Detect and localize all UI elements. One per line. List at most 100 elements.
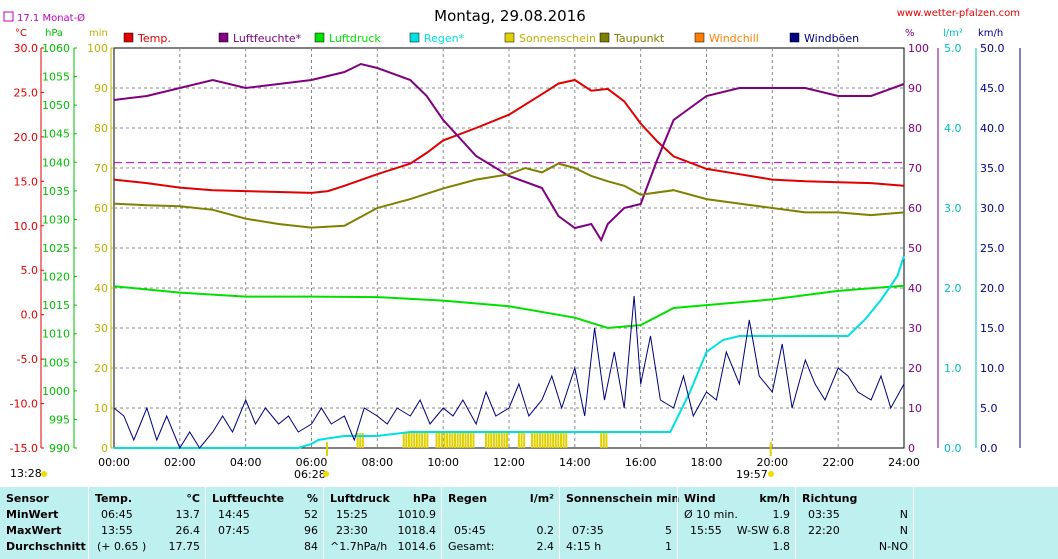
col-temp: Temp. °C 06:45 13.7 13:55 26.4 (+ 0.65 )… [88, 487, 206, 559]
sunshine-bar [405, 433, 408, 448]
temp-min: 13.7 [175, 508, 201, 521]
sunshine-bar [423, 433, 426, 448]
hdr-hum-unit: % [306, 492, 318, 505]
sunshine-bar [506, 433, 509, 448]
legend-swatch [218, 32, 229, 43]
sunshine-bar [407, 433, 410, 448]
sunshine-bar [500, 433, 503, 448]
press-avg: 1014.6 [397, 540, 437, 553]
series-line-temp [113, 78, 905, 194]
wind-tick-label: 30.0 [980, 202, 1005, 215]
temp-avg: 17.75 [168, 540, 201, 553]
temp-tick-label: 15.0 [14, 175, 39, 188]
hdr-sensor: Sensor [6, 492, 49, 505]
hdr-wind-unit: km/h [759, 492, 790, 505]
legend-swatch [409, 32, 420, 43]
site-link[interactable]: www.wetter-pfalzen.com [897, 8, 1020, 19]
legend-swatch [123, 32, 134, 43]
sunshine-bar [469, 433, 472, 448]
pressure-tick-label: 1025 [42, 242, 70, 255]
hum-max-time: 07:45 [218, 524, 250, 537]
x-tick-label: 24:00 [888, 456, 920, 469]
sunshine-bar [549, 433, 552, 448]
humidity-tick-label: 100 [908, 42, 929, 55]
press-max: 1018.4 [397, 524, 437, 537]
monthly-avg-marker-icon [3, 11, 14, 22]
sunshine-bar [438, 433, 441, 448]
sun-tick-label: 70 [94, 162, 108, 175]
sunshine-bar [426, 433, 429, 448]
grid-lines [114, 48, 904, 448]
unit-pressure: hPa [45, 28, 63, 39]
series-line-luftfeuchte [113, 62, 905, 243]
pressure-tick-label: 1055 [42, 71, 70, 84]
humidity-tick-label: 90 [908, 82, 922, 95]
sunshine-bar [531, 433, 534, 448]
humidity-tick-label: 30 [908, 322, 922, 335]
sunshine-bar [503, 433, 506, 448]
sun-icon [41, 471, 47, 477]
x-tick-label: 12:00 [493, 456, 525, 469]
sunset-label: 19:57 [736, 468, 768, 481]
humidity-tick-label: 40 [908, 282, 922, 295]
legend-label: Windböen [804, 32, 859, 45]
legend: Temp. Luftfeuchte* Luftdruck Regen* Sonnensc… [123, 32, 859, 45]
dir-avg: N-NO [878, 540, 908, 553]
sunshine-bar [544, 433, 547, 448]
sunshine-bar [467, 433, 470, 448]
hdr-sun: Sonnenschein min [566, 492, 680, 505]
x-tick-label: 08:00 [361, 456, 393, 469]
press-max-time: 23:30 [336, 524, 368, 537]
rain-tick-label: 3.0 [944, 202, 962, 215]
sunshine-bar [552, 433, 555, 448]
pressure-tick-label: 995 [49, 413, 70, 426]
sunshine-bar [413, 433, 416, 448]
x-tick-label: 00:00 [98, 456, 130, 469]
unit-temp: °C [15, 28, 27, 39]
rain-max: 0.2 [536, 524, 555, 537]
rain-max-time: 05:45 [454, 524, 486, 537]
sunshine-bar [495, 433, 498, 448]
rain-tick-label: 2.0 [944, 282, 962, 295]
x-tick-label: 18:00 [691, 456, 723, 469]
press-trend: ^1.7hPa/h [330, 540, 388, 553]
axes-group: 00:00 02:00 04:00 06:00 08:00 10:00 12:00 14:00… [10, 42, 1021, 469]
humidity-tick-label: 0 [908, 442, 915, 455]
hdr-temp-unit: °C [186, 492, 200, 505]
x-tick-label: 14:00 [559, 456, 591, 469]
hum-avg: 84 [304, 540, 318, 553]
chart-title: Montag, 29.08.2016 [434, 7, 586, 25]
stats-table: Sensor MinWert MaxWert Durchschnitt Temp… [0, 487, 1058, 559]
legend-label: Regen* [424, 32, 465, 45]
temp-max-time: 13:55 [101, 524, 133, 537]
legend-label: Windchill [709, 32, 759, 45]
dir-max: N [899, 524, 908, 537]
rain-tick-label: 0.0 [944, 442, 962, 455]
legend-label: Taupunkt [613, 32, 665, 45]
hdr-wind: Wind [684, 492, 716, 505]
sunshine-bar [356, 433, 359, 448]
unit-sun: min [89, 28, 108, 39]
temp-tick-label: 5.0 [21, 264, 39, 277]
hdr-press: Luftdruck [330, 492, 390, 505]
legend-swatch [314, 32, 325, 43]
legend-swatch [694, 32, 705, 43]
wind-tick-label: 40.0 [980, 122, 1005, 135]
rain-tick-label: 1.0 [944, 362, 962, 375]
col-wind: Wind km/h Ø 10 min. 1.9 15:55 W-SW 6.8 1… [677, 487, 796, 559]
sun-max: 5 [665, 524, 672, 537]
col-direction: Richtung 03:35 N 22:20 N N-NO [795, 487, 914, 559]
pressure-tick-label: 1050 [42, 99, 70, 112]
sunshine-bar [456, 433, 459, 448]
sun-max-time: 07:35 [572, 524, 604, 537]
wind-tick-label: 50.0 [980, 42, 1005, 55]
wind-tick-label: 15.0 [980, 322, 1005, 335]
col-humidity: Luftfeuchte % 14:45 52 07:45 96 84 [205, 487, 324, 559]
wind-tick-label: 35.0 [980, 162, 1005, 175]
sunshine-bar [410, 433, 413, 448]
rain-total-label: Gesamt: [448, 540, 495, 553]
sunshine-bar [440, 433, 443, 448]
humidity-tick-label: 10 [908, 402, 922, 415]
wind-tick-label: 25.0 [980, 242, 1005, 255]
sun-tick-label: 40 [94, 282, 108, 295]
